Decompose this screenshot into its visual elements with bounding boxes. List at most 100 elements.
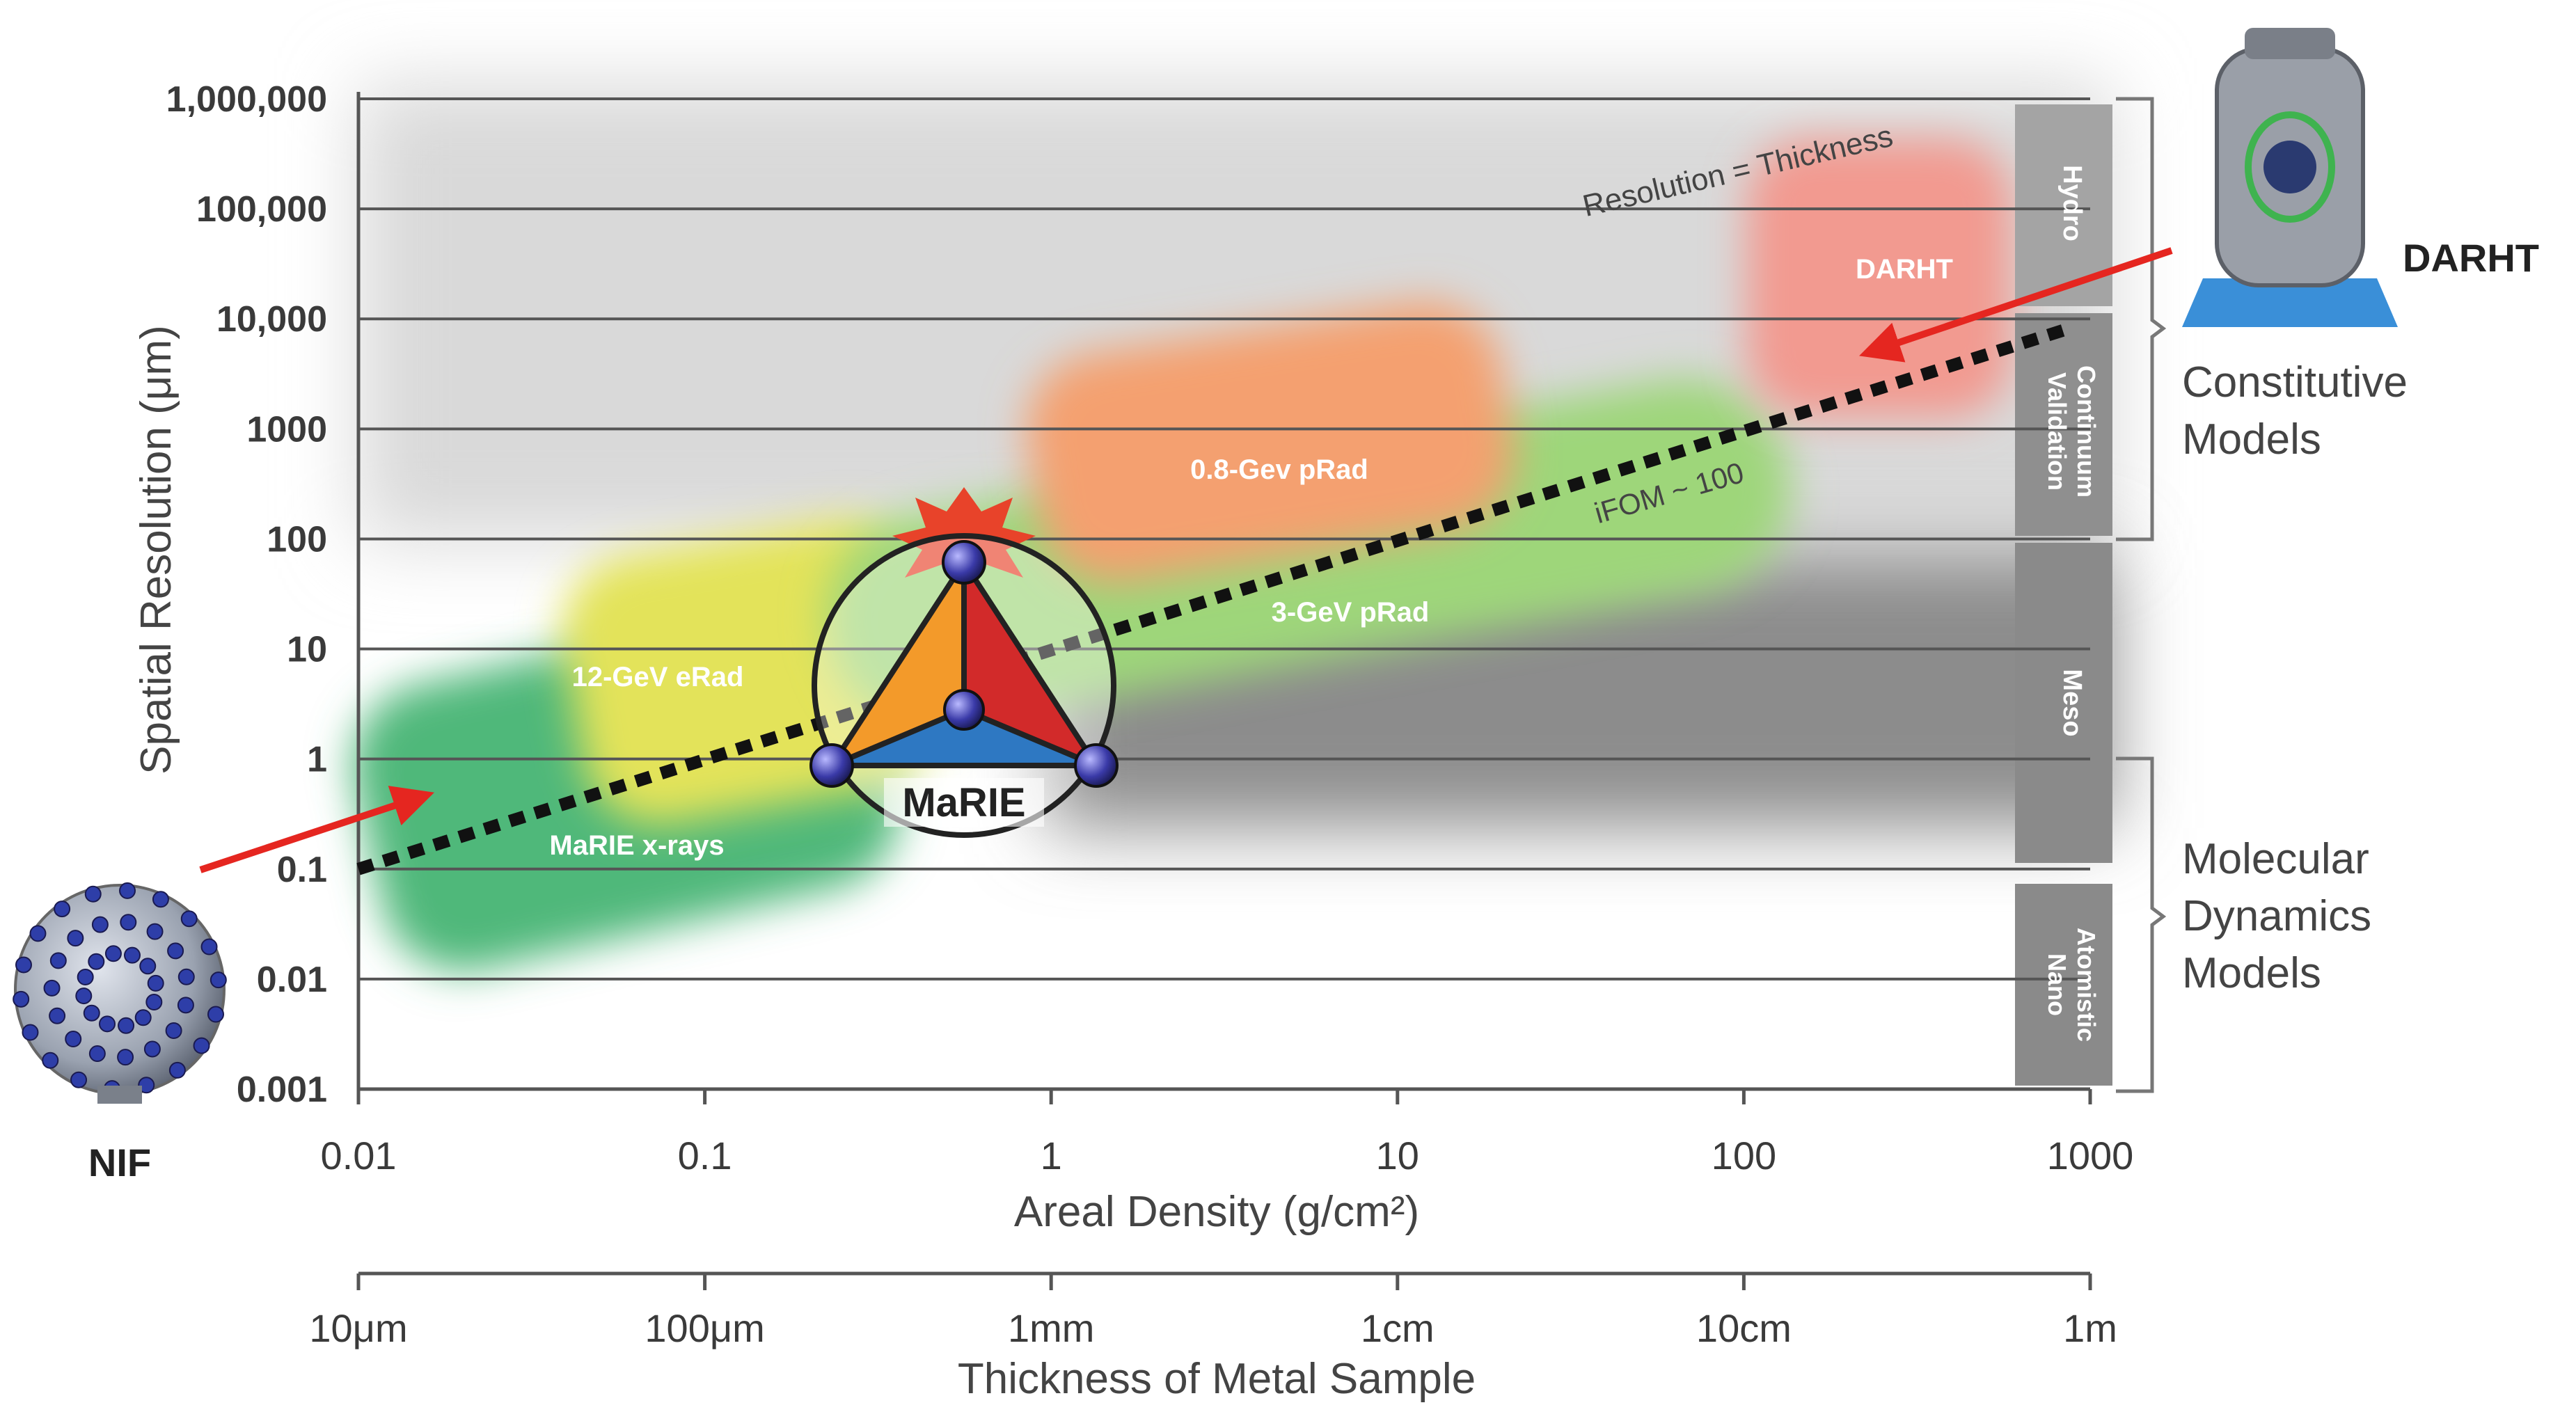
nif-port-25 [177,968,195,985]
nif-port-32 [22,1024,39,1041]
x-tick-label-3: 10 [1376,1134,1419,1177]
marie-label-bg [884,778,1044,827]
band-label-atomistic: AtomisticNano [2043,928,2101,1042]
x2-tick-label-4: 10cm [1696,1306,1792,1350]
bracket-molecular [2116,756,2167,1093]
nif-port-42 [210,971,227,989]
nif-port-21 [91,916,109,933]
nif-port-7 [88,953,105,970]
x2-axis-title: Thickness of Metal Sample [958,1355,1476,1403]
nif-port-30 [70,1071,88,1088]
nif-port-19 [49,952,67,969]
x-axis-title: Areal Density (g/cm²) [1014,1188,1419,1236]
nif-port-20 [67,930,84,947]
nif-port-39 [152,891,169,908]
nif-port-2 [118,1017,135,1034]
marie-node-left [809,743,854,788]
x-tick-label-2: 1 [1041,1134,1062,1177]
nif-port-22 [120,914,137,931]
nif-port-37 [84,885,102,903]
nif-port-4 [83,1004,100,1022]
y-axis-title: Spatial Resolution (μm) [132,325,180,775]
constitutive-line2: Models [2182,415,2321,463]
darht-stand [2182,278,2398,327]
label-3gev-prad: 3-GeV pRad [1272,597,1430,628]
molecular-line3: Models [2182,949,2321,997]
nif-port-33 [13,990,30,1008]
nif-port-41 [200,938,218,955]
nif-port-26 [177,997,194,1014]
darht-facility-icon [2182,28,2398,327]
nif-port-44 [193,1037,210,1054]
nif-port-23 [146,923,164,940]
nif-port-12 [165,1022,182,1040]
y-tick-label-5: 100 [267,519,327,560]
facility-label-darht: DARHT [2403,236,2539,280]
nif-port-6 [77,968,94,985]
marie-burst [892,487,1036,578]
y-tick-label-0: 0.001 [237,1070,327,1110]
nif-port-17 [49,1007,66,1024]
nif-port-34 [15,956,32,974]
label-marie-xrays: MaRIE x-rays [549,830,724,861]
y-tick-label-6: 1000 [246,409,327,450]
x-tick-label-1: 0.1 [678,1134,732,1177]
label-12gev-erad: 12-GeV eRad [572,662,744,692]
nif-port-43 [207,1006,225,1023]
marie-face-bottom [830,706,1098,768]
band-label-continuum: ContinuumValidation [2043,365,2101,498]
nif-facility-icon [13,882,227,1104]
axes [356,92,2092,1104]
nif-port-24 [167,942,184,960]
nif-port-1 [134,1009,152,1026]
x2-tick-label-1: 100μm [645,1306,764,1350]
nif-port-18 [43,979,61,997]
marie-logo: MaRIE [809,487,1119,838]
label-08gev-prad: 0.8-Gev pRad [1190,454,1368,485]
x2-tick-label-0: 10μm [309,1306,407,1350]
x2-tick-label-3: 1cm [1361,1306,1435,1350]
nif-port-0 [145,994,163,1011]
label-darht-region: DARHT [1856,254,1953,285]
brackets [2116,97,2167,1093]
nif-arrow [199,786,434,873]
nif-port-35 [29,925,47,942]
facility-label-marie: MaRIE [902,780,1025,825]
band-atomistic [2015,884,2112,1086]
nif-port-28 [138,1077,155,1094]
x2-tick-label-2: 1mm [1008,1306,1094,1350]
constitutive-line1: Constitutive [2182,358,2408,406]
band-label-atomistic-line1: Atomistic [2072,928,2101,1042]
nif-port-31 [42,1052,59,1069]
band-label-meso: Meso [2057,669,2087,736]
nif-ports [13,882,227,1097]
nif-port-13 [143,1040,161,1058]
darht-ring [2245,111,2335,223]
band-label-continuum-line1: Continuum [2072,365,2101,498]
x2-tick-label-5: 1m [2063,1306,2117,1350]
darht-core [2263,141,2316,193]
nif-port-5 [75,987,93,1005]
band-label-hydro: Hydro [2057,165,2087,241]
y-tick-label-4: 10 [287,630,327,670]
band-label-atomistic-line2: Nano [2043,953,2071,1016]
region-labels: DARHT 0.8-Gev pRad 3-GeV pRad 12-GeV eRa… [549,254,1953,861]
bracket-label-molecular: Molecular Dynamics Models [2182,835,2371,997]
nif-port-36 [54,901,71,918]
x-tick-labels: 0.01 0.1 1 10 100 1000 [321,1134,2134,1177]
nif-port-3 [98,1015,116,1033]
nif-port-27 [168,1061,186,1079]
marie-node-top [942,540,986,585]
gridlines [358,97,2090,981]
scale-band-labels: Hydro ContinuumValidation Meso Atomistic… [2043,165,2101,1042]
molecular-line1: Molecular [2182,835,2369,883]
nif-port-10 [139,958,157,975]
y-tick-label-2: 0.1 [277,850,327,890]
secondary-x-axis: 10μm 100μm 1mm 1cm 10cm 1m [309,1271,2117,1350]
nif-port-40 [180,910,198,928]
band-continuum [2015,313,2112,536]
band-meso [2015,543,2112,863]
nif-port-38 [119,882,136,899]
nif-port-9 [124,946,141,964]
